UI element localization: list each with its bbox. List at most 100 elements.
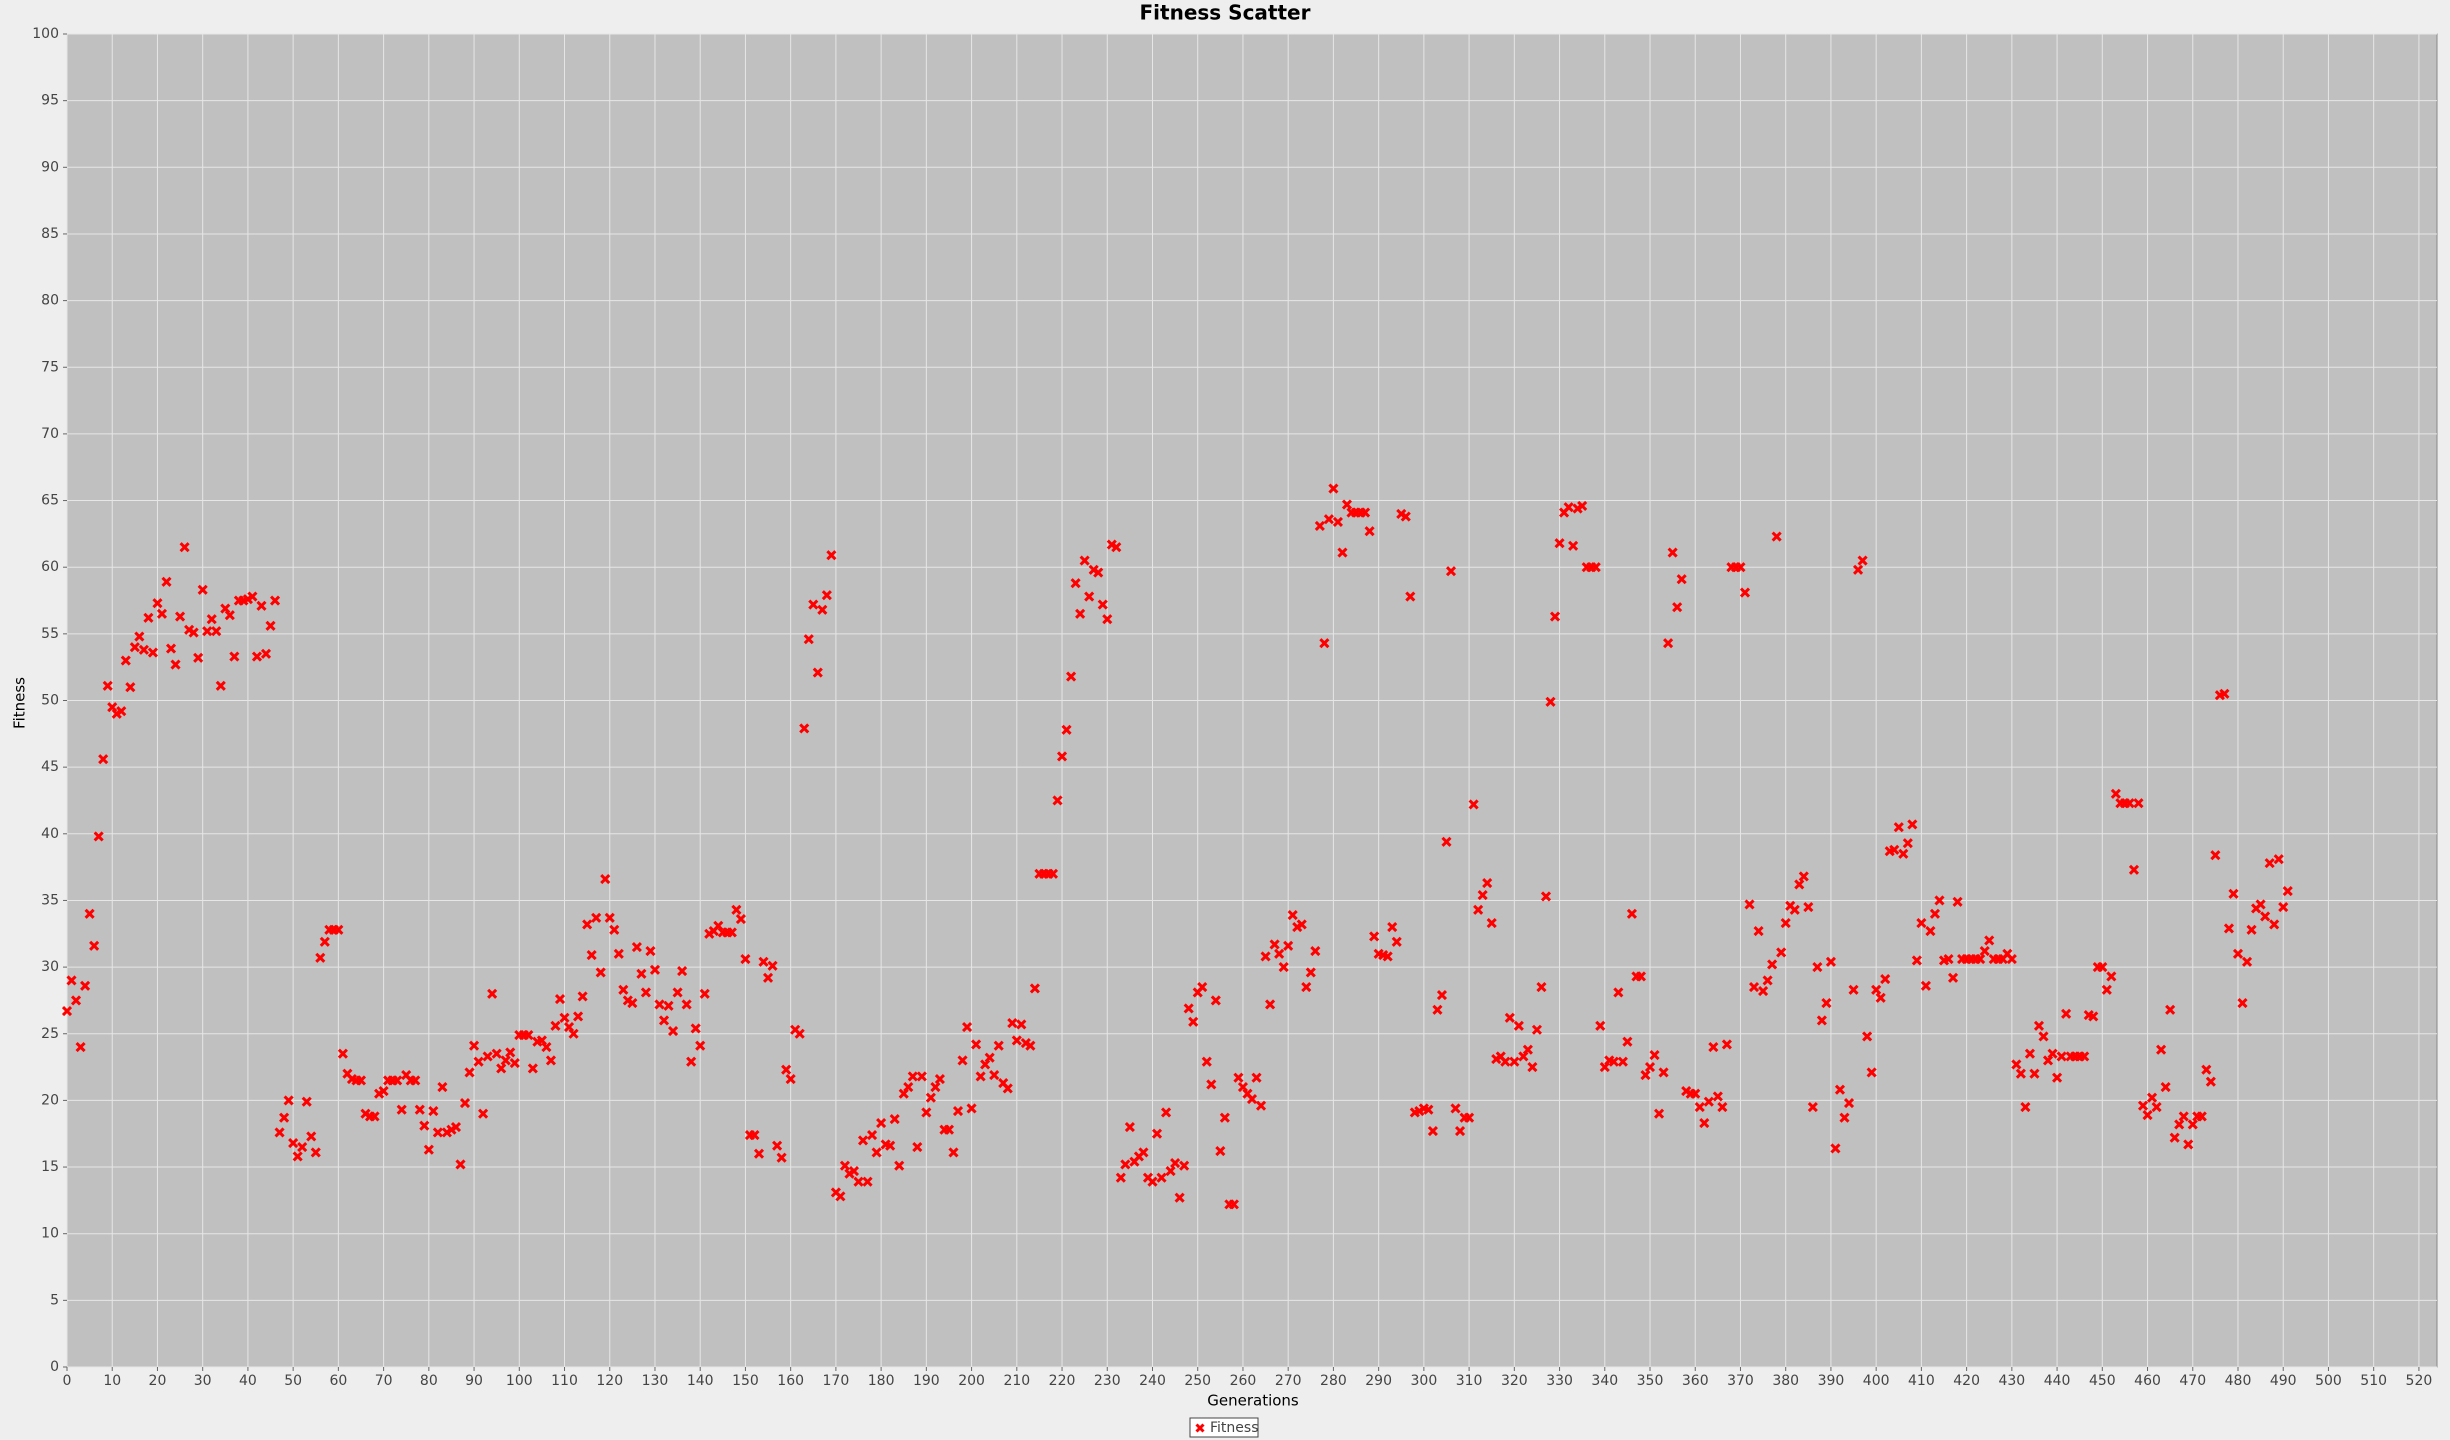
scatter-point <box>1513 1020 1524 1031</box>
scatter-point <box>668 1026 679 1037</box>
scatter-point <box>1821 998 1832 1009</box>
scatter-point <box>1635 971 1647 982</box>
scatter-point <box>1219 1112 1230 1123</box>
scatter-point <box>188 627 199 638</box>
scatter-point <box>197 584 208 595</box>
x-tick-label: 170 <box>823 1373 850 1389</box>
scatter-point <box>1952 896 1963 907</box>
scatter-point <box>1699 1117 1710 1129</box>
scatter-point <box>1911 955 1922 966</box>
scatter-point <box>785 1074 796 1085</box>
scatter-point <box>686 1056 697 1067</box>
scatter-point <box>1482 878 1493 889</box>
scatter-point <box>102 680 113 691</box>
x-tick-label: 120 <box>596 1373 623 1389</box>
scatter-point <box>1577 500 1588 511</box>
scatter-point <box>1011 1035 1022 1046</box>
y-tick-label: 45 <box>41 759 59 775</box>
scatter-point <box>1916 918 1927 929</box>
x-tick-label: 440 <box>2044 1373 2071 1389</box>
scatter-point <box>1653 1108 1665 1119</box>
scatter-point <box>1803 902 1814 913</box>
scatter-point <box>808 599 819 610</box>
scatter-point <box>1364 526 1375 537</box>
scatter-point <box>179 542 190 553</box>
scatter-point <box>627 998 638 1009</box>
scatter-point <box>1667 547 1678 558</box>
scatter-point <box>2210 850 2221 861</box>
scatter-point <box>265 620 276 631</box>
scatter-point <box>645 946 656 957</box>
scatter-point <box>2097 962 2108 973</box>
scatter-point <box>1360 507 1371 518</box>
scatter-point <box>2160 1082 2171 1093</box>
x-tick-label: 330 <box>1546 1373 1573 1389</box>
scatter-point <box>337 1048 348 1059</box>
scatter-point <box>943 1124 955 1135</box>
scatter-point <box>2278 902 2289 913</box>
scatter-point <box>1400 511 1411 522</box>
scatter-point <box>1079 555 1090 566</box>
x-tick-label: 0 <box>63 1373 72 1389</box>
x-tick-label: 70 <box>375 1373 393 1389</box>
scatter-point <box>437 1082 448 1093</box>
x-tick-label: 150 <box>732 1373 759 1389</box>
scatter-point <box>1830 1143 1841 1154</box>
scatter-point <box>980 1059 991 1070</box>
x-tick-label: 220 <box>1049 1373 1076 1389</box>
scatter-point <box>107 702 118 713</box>
scatter-point <box>1305 967 1316 978</box>
scatter-point <box>799 723 810 734</box>
scatter-point <box>1500 1056 1511 1067</box>
scatter-point <box>1504 1012 1515 1023</box>
scatter-point <box>482 1051 493 1062</box>
scatter-point <box>916 1071 927 1082</box>
scatter-point <box>459 1098 471 1109</box>
scatter-point <box>1875 992 1886 1003</box>
scatter-point <box>921 1107 932 1118</box>
x-tick-label: 250 <box>1184 1373 1211 1389</box>
scatter-point <box>857 1135 869 1146</box>
y-tick-label: 80 <box>41 293 59 309</box>
scatter-point <box>658 1015 670 1026</box>
scatter-point <box>2047 1048 2058 1059</box>
scatter-point <box>2088 1011 2099 1022</box>
scatter-point <box>894 1160 905 1171</box>
y-axis-label: Fitness <box>11 677 29 729</box>
scatter-point <box>369 1111 380 1122</box>
scatter-point <box>2255 899 2266 910</box>
scatter-point <box>989 1070 1000 1081</box>
scatter-point <box>1147 1176 1158 1187</box>
scatter-point <box>1287 910 1298 921</box>
y-tick-label: 25 <box>41 1026 59 1042</box>
scatter-point <box>147 647 158 658</box>
scatter-point <box>1260 951 1271 962</box>
scatter-point <box>545 1055 557 1066</box>
scatter-point <box>1151 1128 1163 1139</box>
scatter-point <box>1857 555 1868 566</box>
scatter-point <box>1323 514 1334 525</box>
scatter-point <box>591 912 602 923</box>
scatter-point <box>1590 562 1601 573</box>
scatter-point <box>2038 1031 2049 1042</box>
scatter-point <box>867 1129 878 1141</box>
scatter-point <box>2029 1068 2040 1079</box>
scatter-point <box>1898 848 1909 859</box>
scatter-point <box>1047 868 1059 879</box>
chart-title: Fitness Scatter <box>1140 1 1311 25</box>
scatter-point <box>1658 1067 1669 1078</box>
scatter-point <box>1165 1165 1176 1177</box>
scatter-point <box>1423 1104 1434 1115</box>
scatter-point <box>1269 939 1280 950</box>
scatter-point <box>396 1104 407 1115</box>
x-tick-label: 370 <box>1727 1373 1754 1389</box>
scatter-point <box>1025 1040 1036 1051</box>
scatter-point <box>2061 1008 2072 1019</box>
scatter-point <box>256 600 267 611</box>
scatter-point <box>1862 1031 1873 1042</box>
scatter-point <box>1328 483 1339 494</box>
scatter-point <box>478 1108 489 1119</box>
scatter-point <box>2011 1059 2022 1070</box>
x-tick-label: 40 <box>239 1373 257 1389</box>
scatter-point <box>1075 608 1086 619</box>
